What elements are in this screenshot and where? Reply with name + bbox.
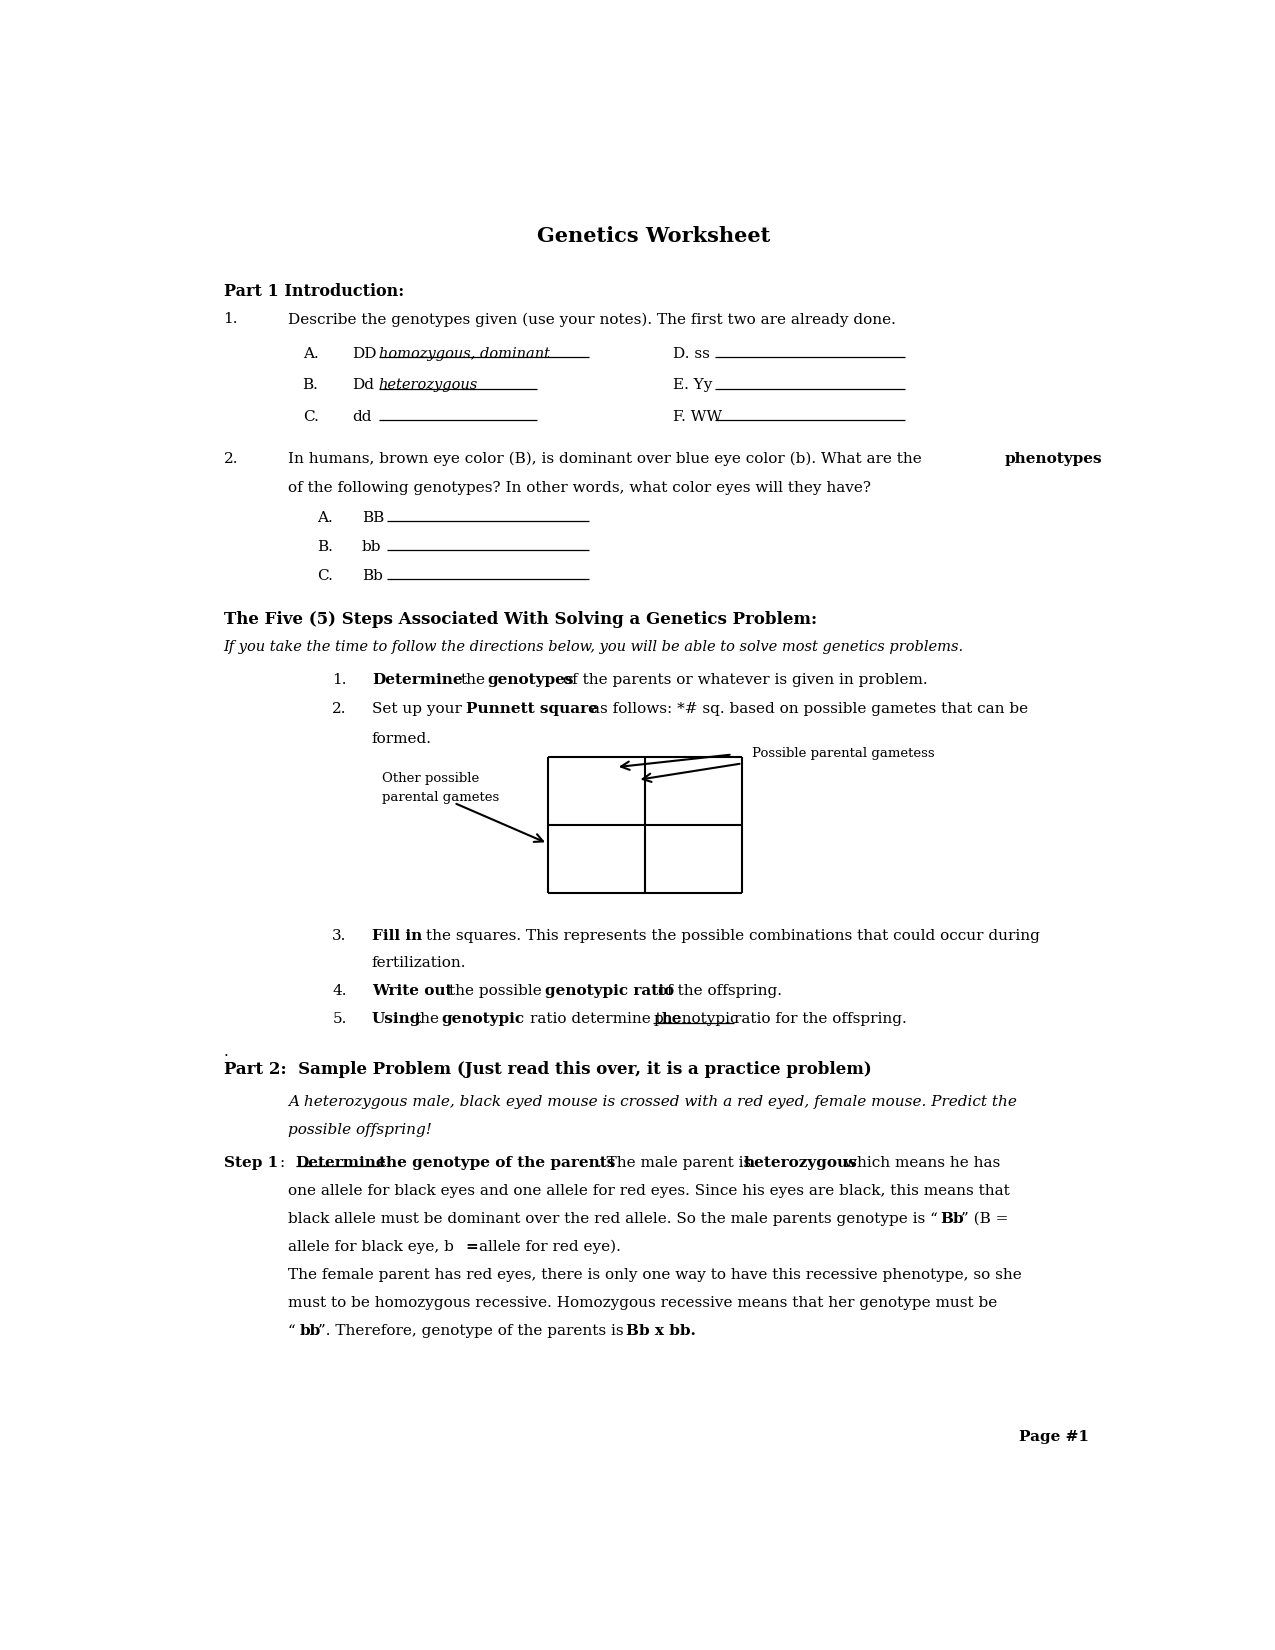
Text: The female parent has red eyes, there is only one way to have this recessive phe: The female parent has red eyes, there is… bbox=[288, 1267, 1021, 1282]
Text: allele for red eye).: allele for red eye). bbox=[478, 1239, 621, 1254]
Text: :: : bbox=[280, 1157, 295, 1170]
Text: homozygous, dominant: homozygous, dominant bbox=[379, 346, 550, 361]
Text: B.: B. bbox=[317, 540, 333, 554]
Text: the: the bbox=[460, 673, 486, 686]
Text: which means he has: which means he has bbox=[844, 1157, 1001, 1170]
Text: Step 1: Step 1 bbox=[223, 1157, 278, 1170]
Text: D. ss: D. ss bbox=[673, 346, 710, 361]
Text: genotypic ratio: genotypic ratio bbox=[544, 985, 674, 998]
Text: Bb x bb.: Bb x bb. bbox=[626, 1323, 696, 1338]
Text: ratio determine the: ratio determine the bbox=[530, 1013, 681, 1026]
Text: Other possible: Other possible bbox=[381, 772, 479, 785]
Text: ratio for the offspring.: ratio for the offspring. bbox=[734, 1013, 908, 1026]
Text: Punnett square: Punnett square bbox=[465, 703, 598, 716]
Text: =: = bbox=[465, 1239, 478, 1254]
Text: fertilization.: fertilization. bbox=[372, 957, 467, 970]
Text: C.: C. bbox=[302, 411, 319, 424]
Text: 2.: 2. bbox=[223, 452, 238, 465]
Text: the squares. This represents the possible combinations that could occur during: the squares. This represents the possibl… bbox=[426, 929, 1040, 942]
Text: genotypic: genotypic bbox=[441, 1013, 524, 1026]
Text: phenotypic: phenotypic bbox=[653, 1013, 740, 1026]
Text: A.: A. bbox=[317, 510, 333, 525]
Text: Page #1: Page #1 bbox=[1019, 1431, 1089, 1444]
Text: of the following genotypes? In other words, what color eyes will they have?: of the following genotypes? In other wor… bbox=[288, 482, 871, 495]
Text: allele for black eye, b: allele for black eye, b bbox=[288, 1239, 454, 1254]
Text: If you take the time to follow the directions below, you will be able to solve m: If you take the time to follow the direc… bbox=[223, 640, 964, 653]
Text: Write out: Write out bbox=[372, 985, 453, 998]
Text: one allele for black eyes and one allele for red eyes. Since his eyes are black,: one allele for black eyes and one allele… bbox=[288, 1185, 1010, 1198]
Text: C.: C. bbox=[317, 569, 333, 582]
Text: 1.: 1. bbox=[333, 673, 347, 686]
Text: “: “ bbox=[288, 1323, 296, 1338]
Text: The Five (5) Steps Associated With Solving a Genetics Problem:: The Five (5) Steps Associated With Solvi… bbox=[223, 610, 817, 629]
Text: Using: Using bbox=[372, 1013, 421, 1026]
Text: bb: bb bbox=[362, 540, 381, 554]
Text: In humans, brown eye color (B), is dominant over blue eye color (b). What are th: In humans, brown eye color (B), is domin… bbox=[288, 452, 927, 467]
Text: black allele must be dominant over the red allele. So the male parents genotype : black allele must be dominant over the r… bbox=[288, 1211, 937, 1226]
Text: Set up your: Set up your bbox=[372, 703, 462, 716]
Text: genotypes: genotypes bbox=[487, 673, 574, 686]
Text: .: . bbox=[223, 1046, 228, 1059]
Text: A heterozygous male, black eyed mouse is crossed with a red eyed, female mouse. : A heterozygous male, black eyed mouse is… bbox=[288, 1096, 1016, 1109]
Text: bb: bb bbox=[300, 1323, 321, 1338]
Text: Bb: Bb bbox=[940, 1211, 964, 1226]
Text: Dd: Dd bbox=[352, 378, 374, 393]
Text: formed.: formed. bbox=[372, 731, 432, 746]
Text: the genotype of the parents: the genotype of the parents bbox=[379, 1157, 615, 1170]
Text: . The male parent is: . The male parent is bbox=[597, 1157, 751, 1170]
Text: Determine: Determine bbox=[372, 673, 463, 686]
Text: A.: A. bbox=[302, 346, 319, 361]
Text: of the offspring.: of the offspring. bbox=[658, 985, 783, 998]
Text: of the parents or whatever is given in problem.: of the parents or whatever is given in p… bbox=[562, 673, 927, 686]
Text: 4.: 4. bbox=[333, 985, 347, 998]
Text: B.: B. bbox=[302, 378, 319, 393]
Text: F. WW: F. WW bbox=[673, 411, 722, 424]
Text: parental gametes: parental gametes bbox=[381, 792, 499, 804]
Text: phenotypes: phenotypes bbox=[1005, 452, 1102, 465]
Text: Part 2:  Sample Problem (Just read this over, it is a practice problem): Part 2: Sample Problem (Just read this o… bbox=[223, 1061, 871, 1077]
Text: Determine: Determine bbox=[296, 1157, 386, 1170]
Text: must to be homozygous recessive. Homozygous recessive means that her genotype mu: must to be homozygous recessive. Homozyg… bbox=[288, 1295, 997, 1310]
Text: dd: dd bbox=[352, 411, 371, 424]
Text: ” (B =: ” (B = bbox=[961, 1211, 1009, 1226]
Text: DD: DD bbox=[352, 346, 376, 361]
Text: the possible: the possible bbox=[449, 985, 542, 998]
Text: Possible parental gametess: Possible parental gametess bbox=[752, 747, 935, 761]
Text: Genetics Worksheet: Genetics Worksheet bbox=[537, 226, 770, 246]
Text: E. Yy: E. Yy bbox=[673, 378, 713, 393]
Text: heterozygous: heterozygous bbox=[379, 378, 478, 393]
Text: Describe the genotypes given (use your notes). The first two are already done.: Describe the genotypes given (use your n… bbox=[288, 312, 896, 327]
Text: Bb: Bb bbox=[362, 569, 382, 582]
Text: the: the bbox=[414, 1013, 440, 1026]
Text: 3.: 3. bbox=[333, 929, 347, 942]
Text: Fill in: Fill in bbox=[372, 929, 422, 942]
Text: as follows: *# sq. based on possible gametes that can be: as follows: *# sq. based on possible gam… bbox=[592, 703, 1029, 716]
Text: possible offspring!: possible offspring! bbox=[288, 1124, 432, 1137]
Text: 5.: 5. bbox=[333, 1013, 347, 1026]
Text: 2.: 2. bbox=[333, 703, 347, 716]
Text: 1.: 1. bbox=[223, 312, 238, 327]
Text: ”. Therefore, genotype of the parents is: ”. Therefore, genotype of the parents is bbox=[319, 1323, 623, 1338]
Text: Part 1 Introduction:: Part 1 Introduction: bbox=[223, 284, 404, 300]
Text: heterozygous: heterozygous bbox=[743, 1157, 857, 1170]
Text: BB: BB bbox=[362, 510, 384, 525]
